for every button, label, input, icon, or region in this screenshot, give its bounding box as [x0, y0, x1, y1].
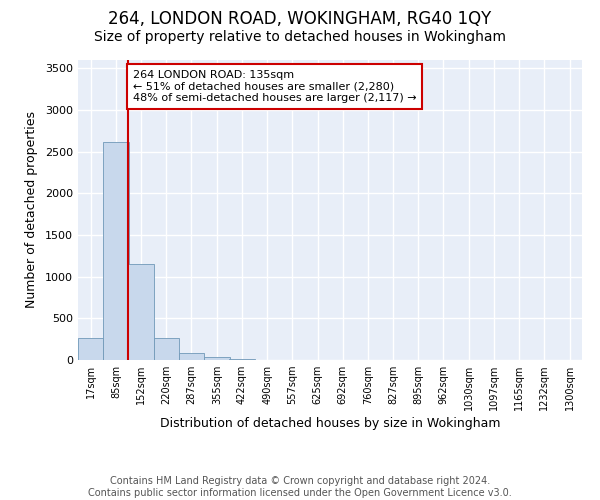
Y-axis label: Number of detached properties: Number of detached properties — [25, 112, 38, 308]
Bar — [78, 338, 103, 360]
Bar — [103, 142, 129, 360]
Bar — [128, 264, 154, 360]
Text: 264, LONDON ROAD, WOKINGHAM, RG40 1QY: 264, LONDON ROAD, WOKINGHAM, RG40 1QY — [109, 10, 491, 28]
Text: 264 LONDON ROAD: 135sqm
← 51% of detached houses are smaller (2,280)
48% of semi: 264 LONDON ROAD: 135sqm ← 51% of detache… — [133, 70, 416, 103]
Bar — [229, 359, 254, 360]
Bar — [179, 353, 204, 360]
X-axis label: Distribution of detached houses by size in Wokingham: Distribution of detached houses by size … — [160, 418, 500, 430]
Bar — [154, 338, 179, 360]
Bar — [204, 356, 230, 360]
Text: Size of property relative to detached houses in Wokingham: Size of property relative to detached ho… — [94, 30, 506, 44]
Text: Contains HM Land Registry data © Crown copyright and database right 2024.
Contai: Contains HM Land Registry data © Crown c… — [88, 476, 512, 498]
